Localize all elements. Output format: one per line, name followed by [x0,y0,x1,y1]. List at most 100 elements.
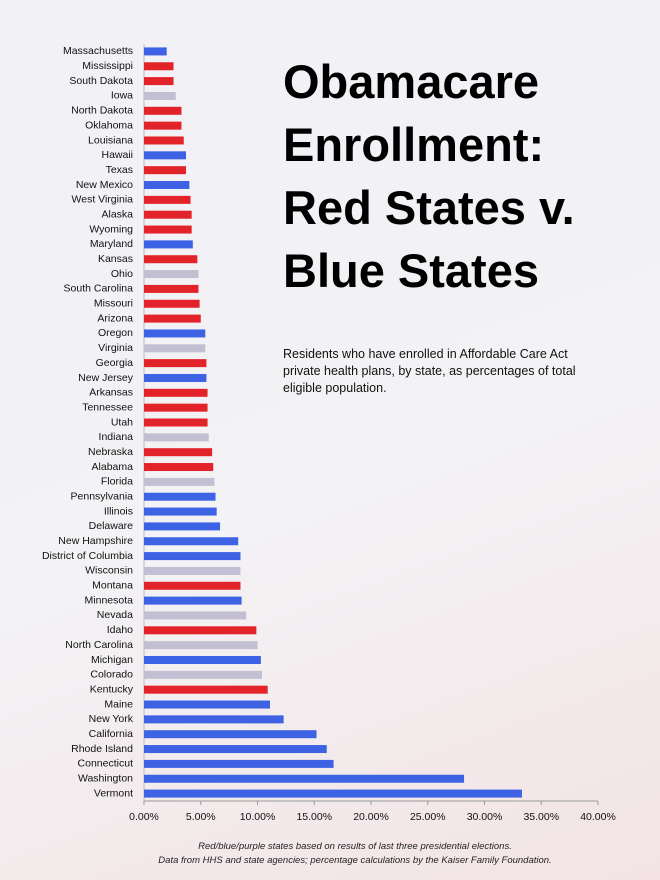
y-tick-label: New Jersey [78,372,134,384]
x-tick-label: 25.00% [410,811,446,823]
y-tick-label: South Dakota [69,75,133,87]
y-tick-label: Maryland [90,238,133,250]
bar [144,284,199,293]
bar [144,745,327,754]
bar [144,507,217,516]
bar [144,730,317,739]
bar [144,121,182,130]
y-tick-label: South Carolina [64,283,134,295]
bar [144,344,206,353]
y-tick-label: Wyoming [89,223,133,235]
bar [144,151,186,160]
y-tick-label: Indiana [99,431,134,443]
y-tick-label: Vermont [94,787,133,799]
bar [144,448,213,457]
y-tick-label: Connecticut [78,758,134,770]
bar [144,537,239,546]
bar [144,136,184,145]
bar [144,433,209,442]
bar [144,270,199,279]
y-tick-label: Colorado [90,669,133,681]
y-tick-label: North Dakota [71,105,133,117]
y-tick-label: Oregon [98,327,133,339]
y-tick-label: Missouri [94,298,133,310]
chart-title: Obamacare Enrollment: Red States v. Blue… [283,55,575,297]
bar [144,329,206,338]
bar [144,477,215,486]
bar [144,91,176,100]
bar [144,715,284,724]
bar [144,181,190,190]
y-tick-label: North Carolina [65,639,133,651]
bar [144,373,207,382]
bar [144,626,257,635]
y-tick-label: Georgia [96,357,134,369]
y-tick-label: Michigan [91,654,133,666]
y-tick-label: Alabama [92,461,134,473]
bar [144,359,207,368]
y-tick-label: Hawaii [101,149,133,161]
y-tick-label: New Mexico [76,179,133,191]
bar [144,463,214,472]
bar [144,670,263,679]
y-tick-label: West Virginia [72,194,134,206]
y-tick-label: California [89,728,134,740]
footnotes: Red/blue/purple states based on results … [0,840,660,868]
bar [144,522,221,531]
bar [144,195,191,204]
x-tick-label: 15.00% [296,811,332,823]
footnote: Data from HHS and state agencies; percen… [158,855,552,866]
bar [144,611,247,620]
bar [144,225,192,234]
bar [144,62,174,71]
y-tick-label: Texas [106,164,133,176]
y-tick-label: Nebraska [88,446,133,458]
y-tick-label: District of Columbia [42,550,133,562]
y-tick-label: Pennsylvania [71,490,134,502]
bar [144,388,208,397]
bar [144,77,174,86]
bar [144,314,201,323]
x-tick-label: 0.00% [129,811,159,823]
y-tick-label: Idaho [107,624,133,636]
y-tick-label: Kansas [98,253,133,265]
bar [144,566,241,575]
x-tick-label: 40.00% [580,811,616,823]
y-tick-label: Washington [78,773,133,785]
bar [144,492,216,501]
bar [144,655,261,664]
bar [144,700,270,709]
y-tick-label: Virginia [98,342,133,354]
x-tick-label: 30.00% [467,811,503,823]
bar [144,581,241,590]
bar [144,403,208,412]
y-tick-label: Massachusetts [63,45,133,57]
bar [144,299,200,308]
bar [144,789,522,798]
bar [144,210,192,219]
y-tick-label: Oklahoma [85,119,133,131]
y-tick-label: Tennessee [82,401,133,413]
bar [144,47,167,56]
y-tick-label: Montana [92,580,133,592]
y-tick-label: Iowa [111,90,133,102]
y-tick-label: Delaware [89,520,134,532]
y-tick-label: Wisconsin [85,565,133,577]
bar [144,418,208,427]
bar [144,240,193,249]
y-tick-label: New Hampshire [58,535,133,547]
y-tick-label: Mississippi [82,60,133,72]
bar [144,552,241,561]
bar [144,596,242,605]
x-tick-label: 5.00% [186,811,216,823]
bar [144,106,182,115]
bar [144,641,258,650]
chart-subtitle: Residents who have enrolled in Affordabl… [283,347,576,395]
x-tick-label: 35.00% [523,811,559,823]
y-tick-label: Rhode Island [71,743,133,755]
y-tick-label: Florida [101,476,133,488]
y-tick-label: Arkansas [89,387,133,399]
bar [144,685,268,694]
y-tick-label: Alaska [101,208,133,220]
